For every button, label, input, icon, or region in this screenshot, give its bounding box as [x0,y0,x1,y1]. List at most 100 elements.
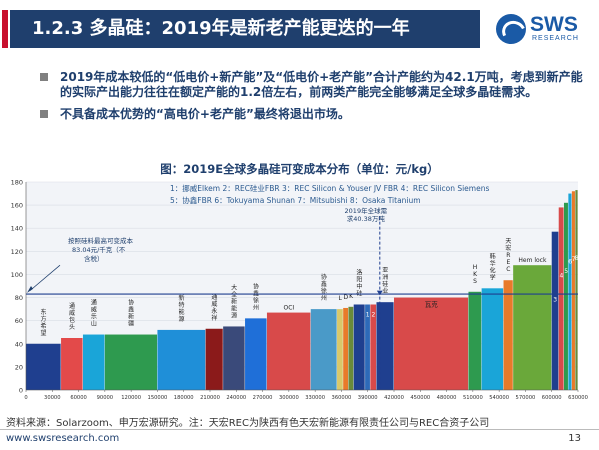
bar-label: 协鑫徐州 [253,282,259,311]
y-tick-label: 140 [11,225,23,233]
x-tick-label: 450000 [410,395,430,401]
bar [558,207,564,390]
sws-logo: SWS RESEARCH [496,12,591,46]
y-tick-label: 0 [19,387,23,395]
x-tick-label: 300000 [279,395,299,401]
bar [468,291,482,390]
price-annotation: 按照硅料最高可变成本 83.04元/千克（不含税） [68,236,134,263]
bar-label: 东方希望 [41,308,47,337]
bullet-square-icon [40,110,48,118]
x-tick-label: 270000 [253,395,273,401]
bar [245,318,267,390]
demand-arrowhead [376,290,383,296]
bar-label: 大全新能源 [231,283,237,319]
y-tick-label: 40 [15,340,23,348]
bar [343,307,349,390]
y-tick-label: 160 [11,202,23,210]
bar [310,309,337,390]
bar [571,191,575,390]
bar [503,280,513,390]
bar-label: 亚洲硅业 [382,267,388,295]
x-tick-label: 150000 [148,395,168,401]
bar-label: OCI [284,305,295,312]
title-bar: 1.2.3 多晶硅：2019年是新老产能更迭的一年 SWS RESEARCH [0,0,599,66]
x-tick-label: 120000 [121,395,141,401]
chart-title: 图：2019E全球多晶硅可变成本分布（单位：元/kg） [160,162,439,176]
bar-label: 韩华化学 [490,252,496,281]
bar-label: 6 [568,259,572,266]
bar [104,334,158,390]
page-number: 13 [568,433,581,444]
x-tick-label: 240000 [226,395,246,401]
footer-url[interactable]: www.swsresearch.com [6,433,120,444]
bar-label: 协鑫徐州 [321,273,327,302]
price-annotation-leader [29,264,61,291]
x-tick-label: 570000 [516,395,536,401]
bar-label: 天宏 R E C [505,238,511,273]
bar [551,231,559,390]
x-tick-label: 90000 [97,395,114,401]
bullet-text: 不具备成本优势的“高电价+老产能”最终将退出市场。 [60,107,350,121]
bar-label: 瓦克 [425,301,439,309]
bar [481,288,504,390]
footer: www.swsresearch.com 13 [0,429,599,450]
bullet-text: 2019年成本较低的“低电价+新产能”及“低电价+老产能”合计产能约为42.1万… [60,70,583,99]
bar [26,343,61,390]
x-tick-label: 180000 [174,395,194,401]
bar [266,312,311,390]
y-tick-label: 100 [11,271,23,279]
x-tick-label: 390000 [358,395,378,401]
x-tick-label: 210000 [200,395,220,401]
bar [568,193,572,390]
cost-curve-chart: 020406080100120140160180东方希望通威包头通威乐山协鑫新疆… [11,179,588,402]
bar [575,190,578,390]
bar-label: 4 [559,272,563,279]
bar-label: 7 [572,256,576,263]
bar-label: 3 [553,297,557,304]
bullet-square-icon [40,73,48,81]
bar-label: 5 [564,268,568,275]
x-tick-label: 630000 [568,395,588,401]
price-annotation-arrow [27,286,33,293]
bar [61,338,83,390]
x-tick-label: 30000 [44,395,61,401]
bar [513,265,552,390]
bar-label: 洛阳中硅 [356,268,362,297]
y-tick-label: 120 [11,248,23,256]
logo-subtext: RESEARCH [532,35,579,42]
bullet-item: 不具备成本优势的“高电价+老产能”最终将退出市场。 [40,107,588,122]
bar-label: 8 [575,255,579,262]
bar [205,328,223,390]
bullet-list: 2019年成本较低的“低电价+新产能”及“低电价+老产能”合计产能约为42.1万… [40,70,588,129]
legend-line: 5：协鑫FBR 6：Tokuyama Shunan 7：Mitsubishi 8… [170,196,421,205]
x-tick-label: 420000 [384,395,404,401]
bullet-item: 2019年成本较低的“低电价+新产能”及“低电价+老产能”合计产能约为42.1万… [40,70,588,100]
x-tick-label: 480000 [437,395,457,401]
x-tick-label: 330000 [305,395,325,401]
bar [353,304,365,390]
bar-label: 2 [371,311,375,318]
title-accent [2,10,8,48]
bar-label: Hem lock [518,257,547,264]
source-note: 资料来源：Solarzoom、申万宏源研究。注：天宏REC为陕西有色天宏新能源有… [6,418,490,429]
bar [370,304,377,390]
bar [337,309,343,390]
bar-label: D [343,294,348,301]
bar [563,202,568,390]
bar-label: 通威乐山 [91,299,97,328]
x-tick-label: 600000 [542,395,562,401]
bar-label: 通威永祥 [211,293,217,322]
logo-text: SWS [530,13,578,36]
bar-label: L [338,295,342,302]
bar-label: 1 [366,311,370,318]
x-tick-label: 0 [24,395,27,401]
bar-label: 通威包头 [69,302,75,331]
sws-logo-icon [496,14,526,44]
page-title: 1.2.3 多晶硅：2019年是新老产能更迭的一年 [10,10,480,48]
bar-label: 新特能源 [179,294,185,323]
y-tick-label: 20 [15,363,23,371]
x-tick-label: 540000 [489,395,509,401]
bar [376,302,394,390]
y-tick-label: 80 [15,294,23,302]
